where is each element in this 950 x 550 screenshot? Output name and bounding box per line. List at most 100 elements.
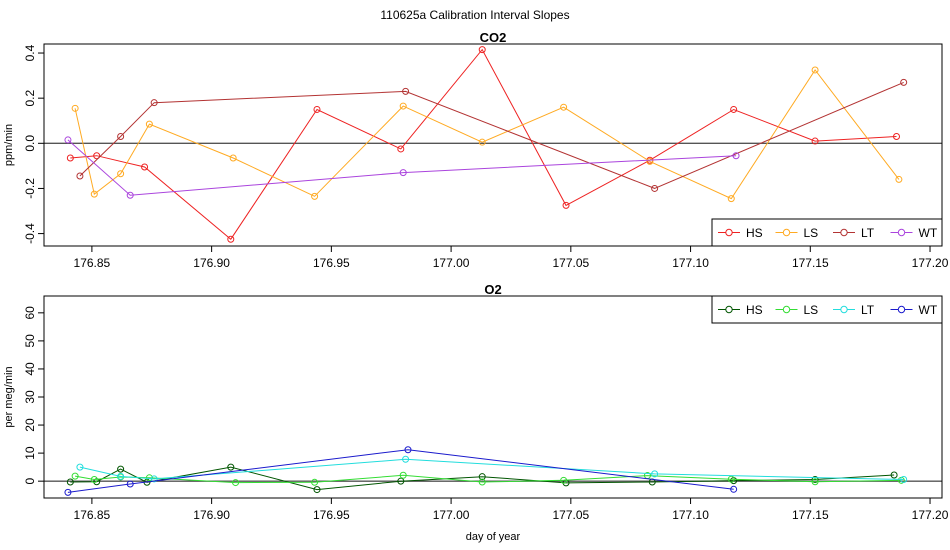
o2-panel-title: O2: [484, 282, 501, 297]
co2-series-line-hs: [70, 48, 897, 240]
o2-y-axis-label: per meg/min: [3, 366, 15, 427]
o2-point-ls: [727, 475, 735, 483]
o2-point-wt: [404, 446, 412, 454]
co2-point-lt: [76, 172, 84, 180]
o2-point-lt: [76, 463, 84, 471]
o2-x-tick-label: 177.00: [433, 508, 470, 522]
o2-x-tick-label: 177.20: [912, 508, 949, 522]
o2-point-hs: [117, 465, 125, 473]
o2-x-tick-label: 176.90: [193, 508, 230, 522]
co2-point-ls: [895, 175, 903, 183]
co2-y-tick-label: 0.2: [23, 90, 37, 107]
co2-point-ls: [646, 157, 654, 165]
co2-point-wt: [732, 152, 740, 160]
o2-x-axis-label: day of year: [466, 531, 521, 543]
co2-point-ls: [727, 195, 735, 203]
o2-legend-label-lt: LT: [861, 303, 875, 317]
o2-y-tick-label: 0: [23, 478, 37, 485]
co2-point-hs: [313, 105, 321, 113]
co2-x-tick-label: 177.15: [792, 256, 829, 270]
figure-title: 110625a Calibration Interval Slopes: [380, 8, 569, 22]
co2-point-hs: [397, 145, 405, 153]
co2-x-tick-label: 177.00: [433, 256, 470, 270]
co2-y-axis-label: ppm/min: [3, 124, 15, 166]
co2-point-wt: [126, 191, 134, 199]
co2-point-hs: [93, 152, 101, 160]
co2-point-lt: [150, 99, 158, 107]
co2-point-hs: [562, 201, 570, 209]
co2-legend: HS LS LT WT: [711, 218, 943, 247]
o2-legend-swatch-marker-lt: [840, 305, 848, 314]
o2-legend-swatch-marker-hs: [725, 305, 733, 314]
co2-point-lt: [402, 87, 410, 95]
o2-point-ls: [71, 472, 79, 480]
o2-point-ls: [811, 478, 819, 486]
o2-point-hs: [66, 478, 74, 486]
o2-legend-label-ls: LS: [804, 303, 819, 317]
o2-point-wt: [64, 488, 72, 496]
o2-point-ls: [560, 476, 568, 484]
co2-point-wt: [399, 169, 407, 177]
o2-y-tick-label: 30: [23, 390, 37, 404]
o2-point-ls: [232, 479, 240, 487]
co2-series-line-lt: [79, 81, 904, 189]
o2-x-tick-label: 176.85: [74, 508, 111, 522]
o2-y-tick-label: 60: [23, 306, 37, 320]
co2-legend-label-hs: HS: [746, 226, 763, 240]
o2-point-hs: [478, 473, 486, 481]
co2-y-tick-label: 0.4: [23, 44, 37, 61]
o2-point-lt: [117, 472, 125, 480]
o2-series-line-wt: [67, 449, 734, 493]
o2-legend-swatch-marker-wt: [897, 305, 906, 314]
co2-x-tick-label: 177.05: [552, 256, 589, 270]
co2-point-ls: [145, 120, 153, 128]
co2-point-ls: [117, 170, 125, 178]
co2-point-ls: [90, 190, 98, 198]
o2-point-ls: [399, 471, 407, 479]
co2-point-hs: [730, 105, 738, 113]
co2-panel: CO2 176.85 176.90 176.95 177.00 177.05 177.10 1…: [3, 30, 949, 270]
co2-point-ls: [560, 103, 568, 111]
co2-legend-swatch-marker-hs: [725, 228, 733, 237]
co2-legend-label-wt: WT: [919, 226, 938, 240]
co2-y-tick-label: 0.0: [23, 135, 37, 152]
co2-x-tick-label: 176.85: [74, 256, 111, 270]
co2-y-tick-label: -0.4: [23, 223, 37, 244]
o2-x-tick-label: 176.95: [313, 508, 350, 522]
co2-point-ls: [229, 154, 237, 162]
o2-series-line-lt: [79, 458, 904, 480]
o2-y-tick-label: 50: [23, 334, 37, 348]
o2-x-tick-label: 177.15: [792, 508, 829, 522]
o2-y-tick-label: 20: [23, 418, 37, 432]
co2-point-hs: [893, 133, 901, 141]
co2-legend-label-lt: LT: [861, 226, 875, 240]
co2-point-lt: [900, 78, 908, 86]
o2-point-wt: [730, 485, 738, 493]
co2-point-ls: [478, 138, 486, 146]
o2-point-hs: [397, 477, 405, 485]
co2-point-hs: [66, 154, 74, 162]
co2-point-ls: [811, 66, 819, 74]
co2-legend-swatch-marker-ls: [782, 228, 791, 237]
o2-point-ls: [311, 478, 319, 486]
o2-point-ls: [478, 478, 486, 486]
co2-point-ls: [71, 104, 79, 112]
co2-series-line-ls: [74, 69, 900, 200]
o2-point-ls: [145, 474, 153, 482]
co2-point-lt: [117, 133, 125, 141]
o2-x-tick-label: 177.10: [672, 508, 709, 522]
co2-point-hs: [811, 137, 819, 145]
co2-x-tick-label: 176.95: [313, 256, 350, 270]
o2-point-hs: [93, 478, 101, 486]
o2-legend-label-hs: HS: [746, 303, 763, 317]
o2-y-tick-label: 40: [23, 362, 37, 376]
co2-legend-label-ls: LS: [804, 226, 819, 240]
co2-point-hs: [478, 46, 486, 54]
o2-legend-swatch-marker-ls: [782, 305, 791, 314]
co2-point-hs: [227, 235, 235, 243]
co2-point-wt: [64, 136, 72, 144]
o2-point-lt: [150, 475, 158, 483]
o2-point-hs: [313, 486, 321, 494]
o2-panel: O2 176.85 176.90 176.95 177.00 177.05 177.10 17…: [3, 282, 949, 543]
